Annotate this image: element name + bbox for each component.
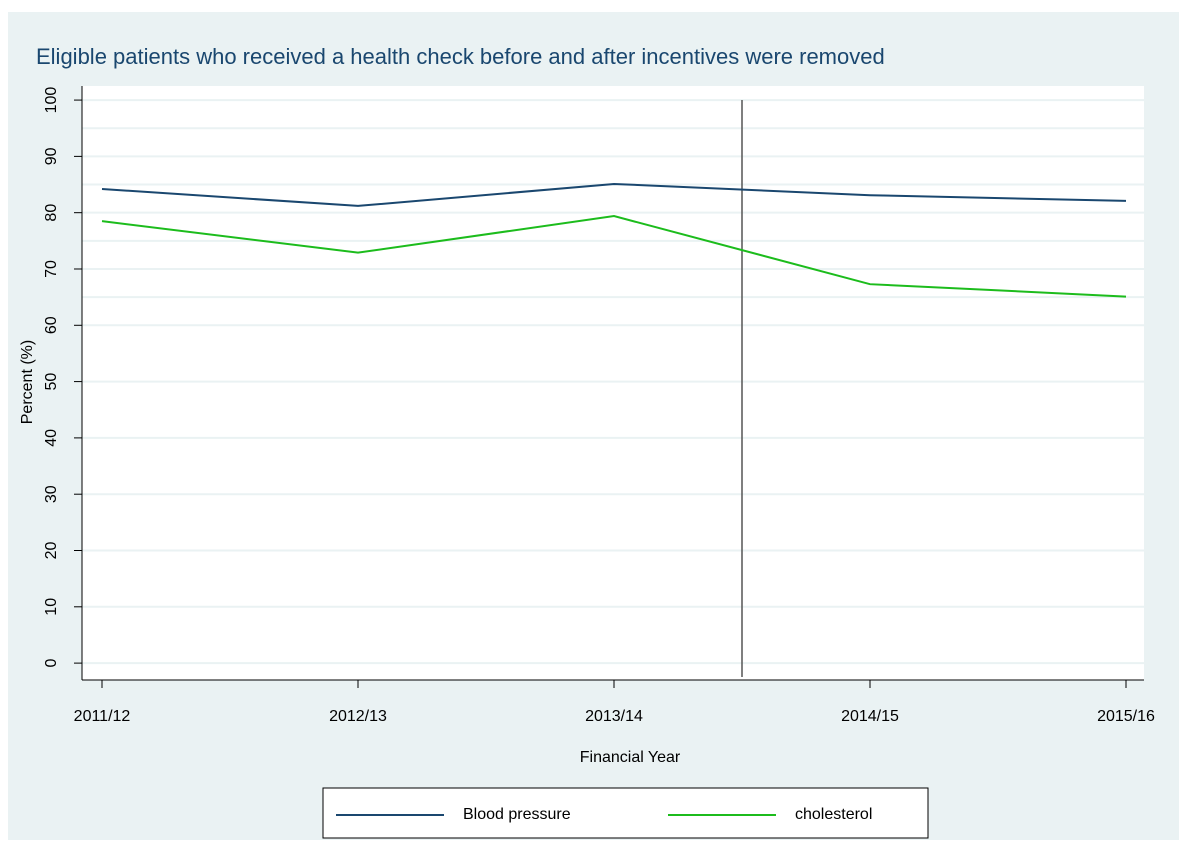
y-tick-label: 0 xyxy=(43,659,60,668)
y-tick-label: 10 xyxy=(43,598,60,616)
x-axis-label: Financial Year xyxy=(580,749,681,766)
x-tick-label: 2015/16 xyxy=(1097,708,1155,725)
y-tick-label: 20 xyxy=(43,542,60,560)
x-tick-label: 2014/15 xyxy=(841,708,899,725)
y-tick-label: 70 xyxy=(43,260,60,278)
x-tick-label: 2013/14 xyxy=(585,708,643,725)
y-tick-label: 90 xyxy=(43,147,60,165)
series-line xyxy=(101,182,1127,207)
legend xyxy=(322,787,929,839)
y-tick-label: 80 xyxy=(43,204,60,222)
y-tick-label: 100 xyxy=(43,87,60,114)
legend-label: Blood pressure xyxy=(463,806,571,823)
y-tick-label: 40 xyxy=(43,429,60,447)
y-axis-label: Percent (%) xyxy=(19,340,36,424)
chart-title: Eligible patients who received a health … xyxy=(36,44,885,69)
y-tick-label: 60 xyxy=(43,316,60,334)
plot-area xyxy=(82,86,1144,680)
x-tick-label: 2012/13 xyxy=(329,708,387,725)
series-line xyxy=(101,215,1127,298)
y-tick-label: 30 xyxy=(43,485,60,503)
y-tick-label: 50 xyxy=(43,373,60,391)
legend-label: cholesterol xyxy=(795,806,872,823)
x-tick-label: 2011/12 xyxy=(74,708,131,725)
